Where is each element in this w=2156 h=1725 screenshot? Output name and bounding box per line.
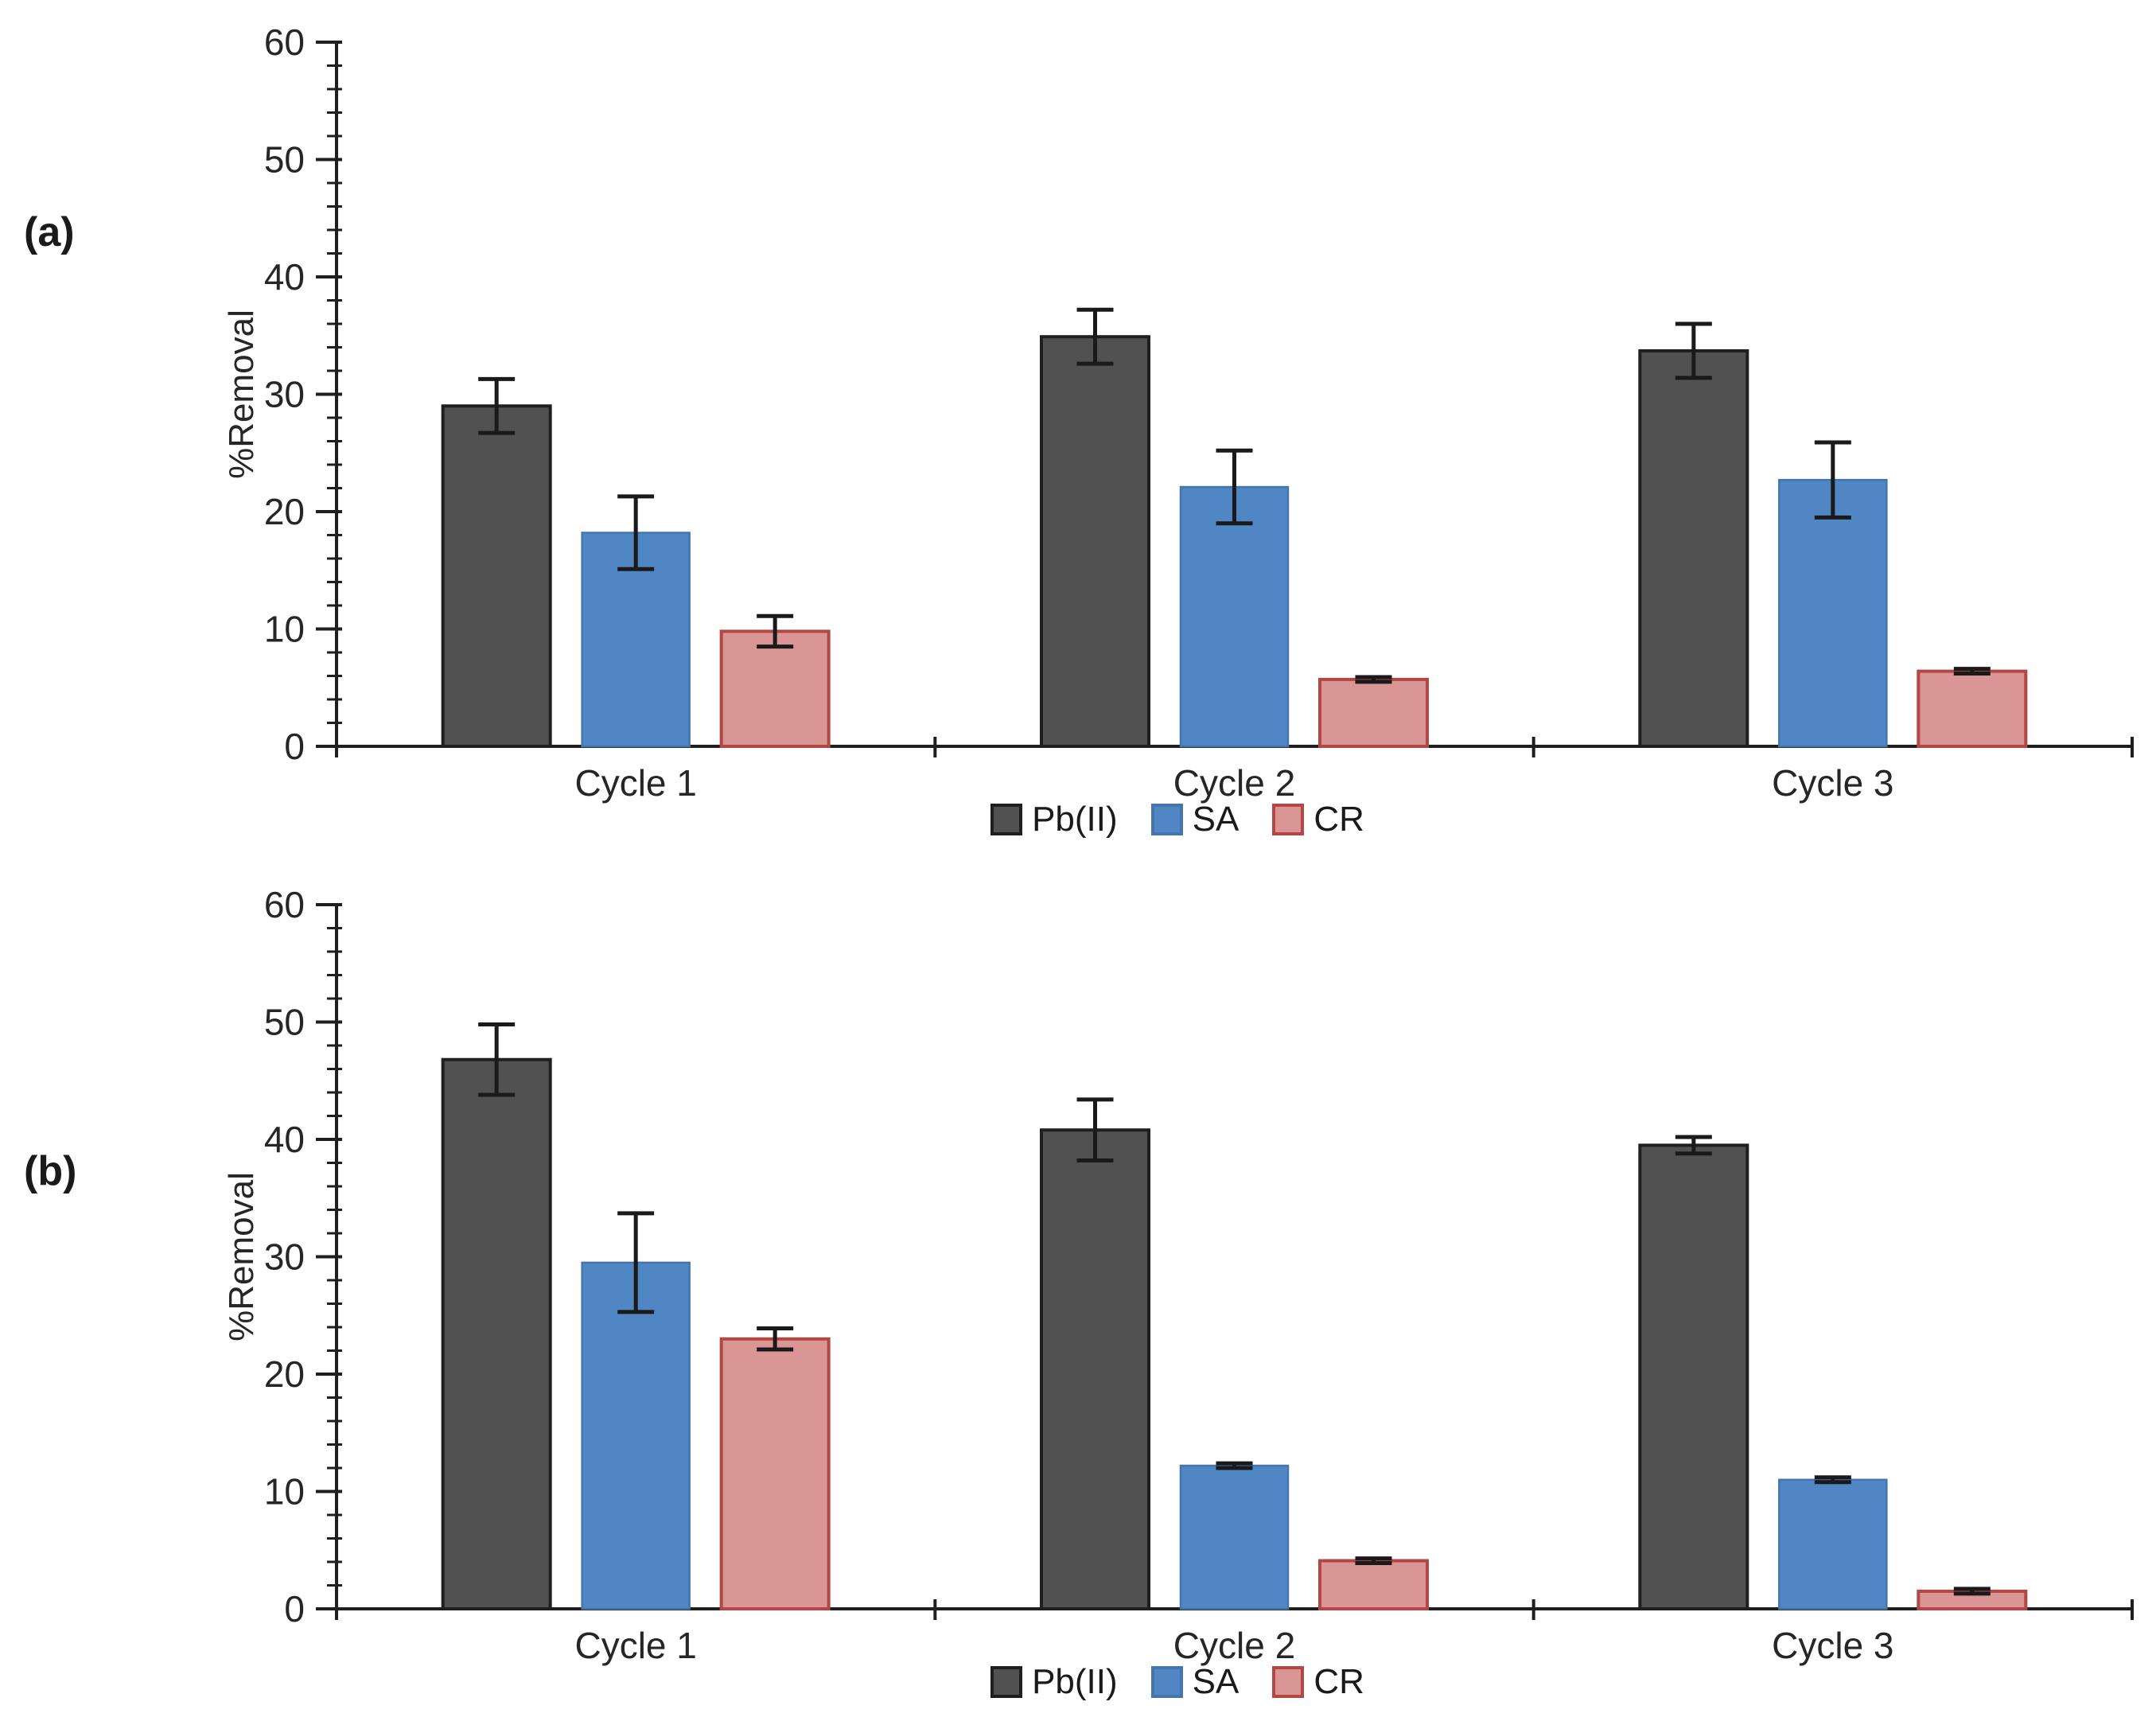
y-tick-label: 10: [264, 1471, 305, 1513]
legend-item-cr: CR: [1272, 1665, 1364, 1700]
bar-sa-2: [1179, 485, 1290, 748]
y-tick-label: 0: [284, 1588, 305, 1630]
y-tick-label: 50: [264, 139, 305, 181]
panel-a-label: (a): [24, 209, 75, 255]
panel-b-label: (b): [24, 1148, 77, 1194]
legend-swatch: [1272, 804, 1305, 835]
bar-sa-3: [1778, 478, 1888, 748]
legend-item-pbii: Pb(II): [990, 1665, 1118, 1700]
legend-item-sa: SA: [1150, 1662, 1240, 1701]
y-tick-label: 10: [264, 609, 305, 650]
legend-label: Pb(II): [1032, 800, 1118, 839]
legend-label: CR: [1313, 1662, 1364, 1701]
y-tick-label: 40: [264, 256, 305, 298]
y-tick-label: 20: [264, 1353, 305, 1395]
y-axis-title: %Removal: [222, 310, 261, 479]
category-label: Cycle 2: [1173, 762, 1295, 804]
y-tick-label: 50: [264, 1002, 305, 1043]
legend-swatch: [1272, 1666, 1305, 1698]
bar-pbii-2: [1040, 1128, 1150, 1610]
legend-item-cr: CR: [1272, 802, 1364, 837]
legend-swatch: [1150, 1666, 1183, 1698]
legend-label: SA: [1192, 800, 1240, 839]
category-label: Cycle 1: [574, 1625, 696, 1666]
y-axis-title: %Removal: [222, 1172, 261, 1341]
legend-label: Pb(II): [1032, 1662, 1118, 1701]
y-tick-label: 40: [264, 1119, 305, 1160]
legend-b: Pb(II) SA CR: [223, 1665, 2132, 1700]
category-label: Cycle 2: [1173, 1625, 1295, 1666]
bar-cr-3: [1917, 669, 2028, 748]
y-tick-label: 60: [264, 884, 305, 925]
bar-sa-1: [581, 1261, 691, 1610]
bar-cr-2: [1318, 1559, 1429, 1611]
legend-item-sa: SA: [1150, 800, 1240, 839]
bar-cr-1: [719, 1337, 831, 1610]
bar-chart-b: 0 10 20 30 40 50 60 %Removal Cycle 1 Cycle 2 Cycle…: [222, 884, 2134, 1666]
bar-pbii-3: [1638, 349, 1749, 748]
legend-item-pbii: Pb(II): [990, 802, 1118, 837]
y-tick-label: 20: [264, 491, 305, 532]
category-label: Cycle 3: [1772, 762, 1893, 804]
legend-a: Pb(II) SA CR: [223, 802, 2132, 837]
category-label: Cycle 1: [574, 762, 696, 804]
bar-chart-a: 0 10 20 30 40 50 60 %Removal Cycle 1 Cycle 2 Cycle…: [222, 21, 2134, 804]
panel-a: (a) 0 10 20 30 40 50 60 %Removal Cycle 1 Cycle 2 C…: [0, 0, 2156, 862]
legend-swatch: [1150, 804, 1183, 835]
y-tick-label: 60: [264, 21, 305, 63]
y-tick-label: 30: [264, 374, 305, 415]
legend-label: SA: [1192, 1662, 1240, 1701]
bar-cr-2: [1318, 677, 1429, 748]
y-tick-label: 30: [264, 1236, 305, 1278]
bar-pbii-3: [1638, 1143, 1749, 1610]
panel-b: (b) 0 10 20 30 40 50 60 %Removal Cycle 1 Cycle 2 C…: [0, 862, 2156, 1725]
category-label: Cycle 3: [1772, 1625, 1893, 1666]
bar-pbii-2: [1040, 335, 1150, 749]
bar-sa-3: [1778, 1478, 1888, 1610]
bar-pbii-1: [441, 404, 552, 748]
bar-cr-1: [719, 629, 831, 749]
y-tick-label: 0: [284, 726, 305, 767]
legend-swatch: [990, 1666, 1023, 1698]
bar-sa-2: [1179, 1464, 1290, 1610]
legend-swatch: [990, 804, 1023, 835]
legend-label: CR: [1313, 800, 1364, 839]
bar-pbii-1: [441, 1057, 552, 1610]
